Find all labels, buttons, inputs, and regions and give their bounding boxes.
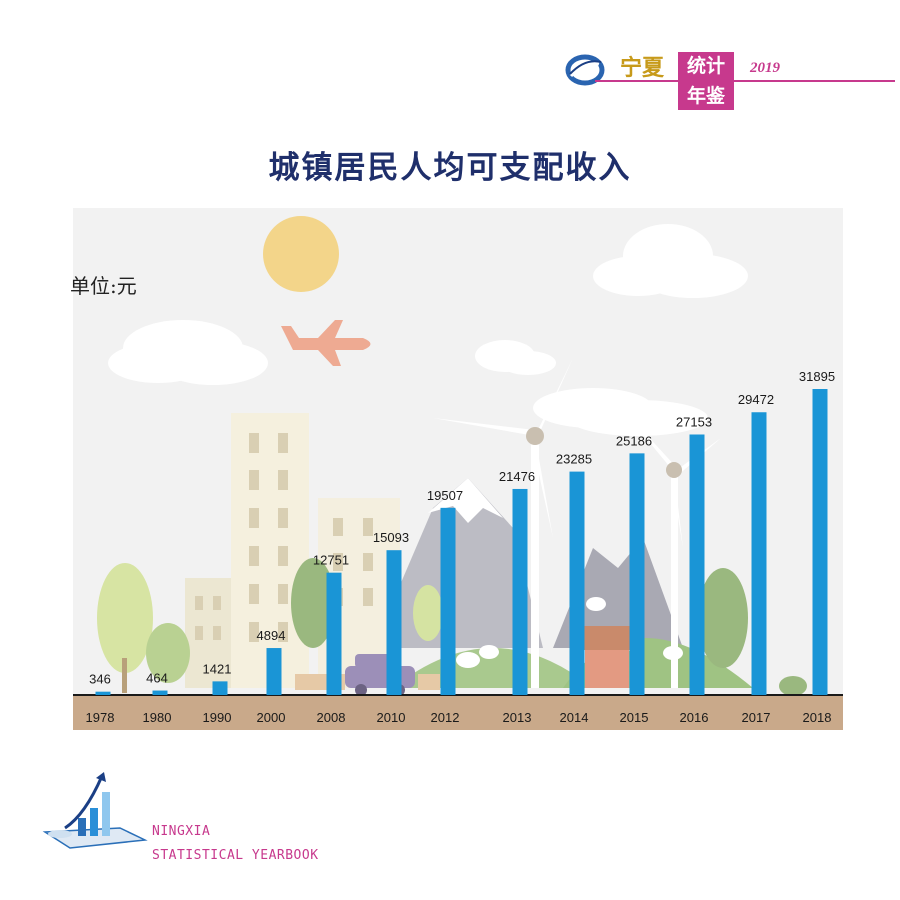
chart-panel: 346 1978 464 1980 1421 1990 4894 2000 12751 2008 1…	[73, 208, 843, 730]
data-label-2014: 23285	[556, 452, 592, 467]
bar-2014	[569, 471, 585, 695]
footer-line2: STATISTICAL YEARBOOK	[152, 848, 319, 863]
x-tick-2010: 2010	[377, 710, 406, 725]
data-label-2000: 4894	[257, 628, 286, 643]
x-tick-2018: 2018	[803, 710, 832, 725]
brand-name: 宁夏	[620, 55, 665, 81]
bar-1978	[95, 691, 111, 695]
data-label-2015: 25186	[616, 433, 652, 448]
data-label-2012: 19507	[427, 488, 463, 503]
bar-2012	[440, 507, 456, 695]
brand-year: 2019	[750, 60, 780, 76]
x-tick-2013: 2013	[503, 710, 532, 725]
brand-box-bottom: 年鉴	[678, 82, 734, 110]
yearbook-brand: 宁夏 统计 年鉴 2019	[560, 44, 900, 114]
data-label-2017: 29472	[738, 392, 774, 407]
yearbook-logo-icon	[565, 54, 605, 86]
unit-label: 单位:元	[70, 274, 137, 298]
bar-2000	[266, 648, 282, 695]
footer-line1: NINGXIA	[152, 824, 211, 839]
x-tick-1980: 1980	[143, 710, 172, 725]
statistics-logo-icon	[42, 772, 148, 849]
x-tick-1990: 1990	[203, 710, 232, 725]
data-label-1978: 346	[89, 672, 111, 687]
x-tick-2016: 2016	[680, 710, 709, 725]
x-tick-2014: 2014	[560, 710, 589, 725]
bar-chart: 346 1978 464 1980 1421 1990 4894 2000 12751 2008 1…	[73, 369, 843, 725]
bar-2008	[326, 572, 342, 695]
x-tick-2000: 2000	[257, 710, 286, 725]
bar-1990	[212, 681, 228, 695]
bar-2016	[689, 434, 705, 695]
x-tick-2017: 2017	[742, 710, 771, 725]
bar-2017	[751, 412, 767, 695]
brand-box-top: 统计	[678, 52, 734, 80]
bar-2010	[386, 550, 402, 695]
chart-title: 城镇居民人均可支配收入	[268, 150, 632, 186]
x-tick-1978: 1978	[86, 710, 115, 725]
data-label-2013: 21476	[499, 469, 535, 484]
data-label-2018: 31895	[799, 369, 835, 384]
bar-2013	[512, 488, 528, 695]
bar-1980	[152, 690, 168, 695]
data-label-2008: 12751	[313, 553, 349, 568]
x-tick-2008: 2008	[317, 710, 346, 725]
data-label-2010: 15093	[373, 530, 409, 545]
data-label-2016: 27153	[676, 414, 712, 429]
x-tick-2015: 2015	[620, 710, 649, 725]
scenery-illustration	[73, 216, 843, 730]
data-label-1980: 464	[146, 671, 168, 686]
brand-divider	[595, 80, 895, 82]
bar-2015	[629, 453, 645, 695]
data-label-1990: 1421	[203, 661, 232, 676]
bar-2018	[812, 389, 828, 695]
x-tick-2012: 2012	[431, 710, 460, 725]
